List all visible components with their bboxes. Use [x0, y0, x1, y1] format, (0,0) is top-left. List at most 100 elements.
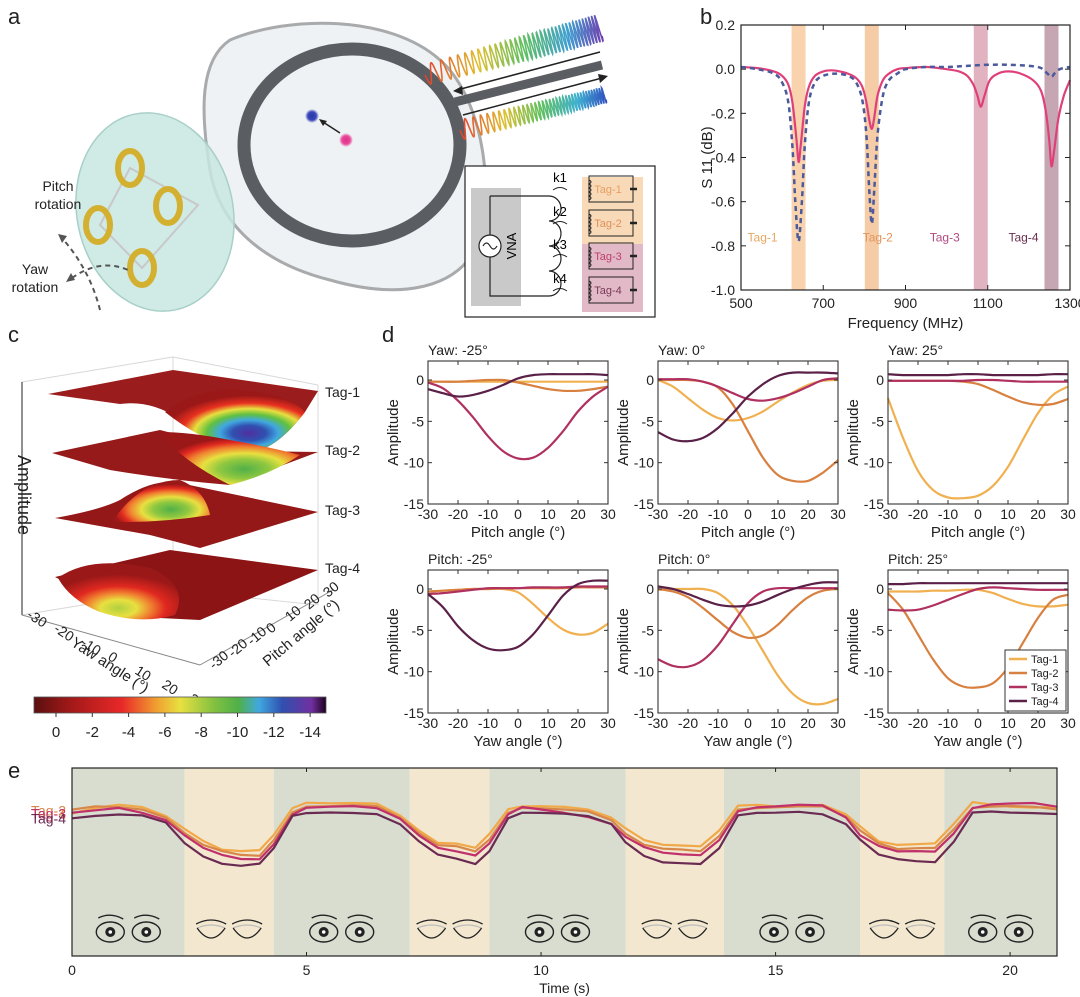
subplot-5: Pitch: 0° -30 -20 -10 0 10 20 30 0 -5 -10 -15 Yaw an…	[615, 551, 846, 750]
tag-coil-1	[115, 148, 145, 188]
y-tick-label: 0	[876, 581, 884, 597]
c-tag-label-1: Tag-1	[325, 384, 360, 400]
c-yaw-tick: 10	[132, 662, 154, 684]
trace-label-4: Tag-4	[31, 810, 66, 826]
x-tick-label: 10	[540, 506, 556, 522]
line-tag-4	[427, 373, 609, 398]
x-tick-label: 30	[1060, 506, 1076, 522]
legend-label: Tag-4	[1031, 696, 1059, 708]
y-tick-label: -5	[412, 413, 425, 429]
y-tick-label: 0	[646, 372, 654, 388]
subplot-title: Yaw: -25°	[428, 342, 488, 358]
closed-eye-lid-icon	[416, 919, 447, 925]
closed-eye-lid-icon	[195, 919, 227, 925]
series-solid	[740, 65, 1072, 168]
line-tag-3	[657, 586, 838, 669]
closed-eye-lash-line	[642, 927, 672, 939]
open-eye-icon	[95, 921, 125, 943]
band-eyes-open	[944, 768, 1057, 956]
y-axis-label: Amplitude	[385, 399, 402, 466]
line-tag-1	[657, 587, 839, 706]
tag-coil-2	[83, 205, 113, 245]
colorbar-tick-label: -2	[86, 724, 99, 741]
x-tick-label: -20	[448, 715, 468, 731]
x-tick-label: -30	[648, 715, 668, 731]
closed-eye-lid-icon	[904, 919, 936, 925]
y-tick-label: -5	[872, 413, 885, 429]
y-tick-label: -15	[634, 496, 654, 512]
y-tick-label: -15	[864, 705, 884, 721]
closed-eye-lash-line	[417, 927, 447, 939]
line-tag-1	[427, 587, 609, 636]
y-tick-label: -0.8	[711, 238, 735, 254]
eyebrow-icon	[311, 914, 338, 920]
pink-marker-dot	[339, 133, 353, 147]
band-label-4: Tag-4	[1008, 230, 1038, 244]
closed-eye-crease	[642, 924, 671, 929]
tag-inductor-icon	[587, 280, 592, 302]
yaw-rotation-label-1: Yaw	[22, 261, 49, 277]
band-eyes-open	[72, 768, 185, 956]
y-tick-label: -10	[404, 664, 424, 680]
yaw-arrow-head-icon	[66, 273, 75, 282]
coupling-arrow-icon	[552, 187, 568, 191]
y-tick-label: 0.2	[716, 17, 736, 33]
open-eye-icon	[524, 921, 555, 943]
state-band	[489, 768, 626, 956]
line-tag-3	[427, 381, 609, 461]
x-tick-label: -10	[478, 506, 498, 522]
y-tick-label: -0.2	[711, 105, 735, 121]
pupil-highlight	[980, 930, 985, 934]
x-tick-label: 0	[68, 962, 76, 978]
c-tag-label-2: Tag-2	[325, 442, 360, 458]
open-eye-icon	[759, 921, 789, 943]
eyebrow-icon	[563, 914, 589, 920]
closed-eye-crease	[232, 924, 262, 929]
colorbar-tick-label: -4	[122, 724, 135, 741]
contact-lens-coil	[237, 42, 467, 248]
line-tag-3	[888, 378, 1068, 383]
y-tick-label: 0	[646, 581, 654, 597]
x-tick-label: 15	[768, 962, 784, 978]
subplot-title: Yaw: 25°	[888, 342, 943, 358]
line-tag-2	[657, 587, 839, 640]
trace-tag-2	[71, 804, 1058, 857]
x-tick-label: 10	[770, 506, 786, 522]
y-tick-label: -10	[864, 664, 884, 680]
amplitude-surfaces	[48, 370, 318, 620]
closed-eye-crease	[678, 924, 707, 929]
closed-eye-crease	[453, 924, 482, 929]
subplot-title: Yaw: 0°	[658, 342, 705, 358]
y-axis-label: Amplitude	[845, 399, 862, 466]
x-tick-label: 20	[1002, 962, 1018, 978]
circuit-tag-label-4: Tag-4	[594, 285, 622, 297]
subplot-6: Pitch: 25° -30 -20 -10 0 10 20 30 0 -5 -10 -15 Yaw a…	[845, 551, 1076, 750]
closed-eye-crease	[869, 924, 899, 929]
trace-tag-4	[71, 810, 1058, 867]
eyebrow-icon	[347, 914, 374, 920]
pupil-highlight	[108, 930, 113, 934]
state-band	[944, 768, 1057, 956]
eyebrow-icon	[761, 914, 788, 920]
y-tick-label: -5	[412, 622, 425, 638]
x-tick-label: 0	[744, 506, 752, 522]
x-tick-label: -30	[418, 715, 438, 731]
x-tick-label: 20	[800, 506, 816, 522]
line-tag-4	[427, 579, 609, 652]
subplot-title: Pitch: -25°	[428, 551, 493, 567]
pupil-highlight	[537, 930, 542, 934]
pitch-rotation-label-1: Pitch	[42, 178, 73, 194]
y-tick-label: -0.6	[711, 194, 735, 210]
x-tick-label: -10	[938, 506, 958, 522]
line-tag-2	[888, 379, 1069, 407]
c-yaw-tick: -30	[24, 606, 50, 631]
pitch-rotation-label-2: rotation	[35, 196, 82, 212]
y-tick-label: 0	[416, 372, 424, 388]
band-tag-2	[864, 25, 879, 290]
colorbar-tick-label: -8	[195, 724, 208, 741]
state-band	[72, 768, 185, 956]
tag-inductor-icon	[587, 179, 592, 201]
x-axis-label: Pitch angle (°)	[701, 524, 795, 541]
